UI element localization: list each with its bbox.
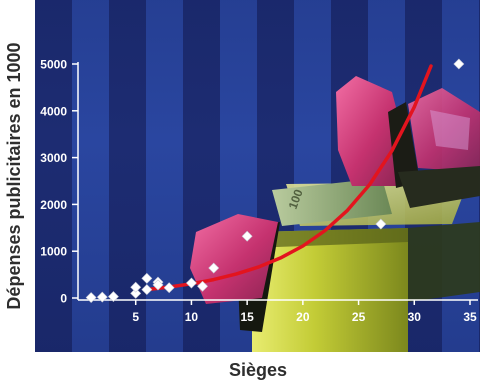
box-inner-shadow [252, 228, 408, 248]
banknote-highlight [430, 110, 470, 150]
x-tick-label: 15 [240, 310, 254, 324]
data-point [130, 287, 142, 299]
data-point [208, 262, 220, 274]
data-point [375, 218, 387, 230]
data-point [96, 291, 108, 303]
box-dark-flap [398, 166, 480, 208]
banknote-shadow [388, 102, 420, 188]
x-axis-title: Sièges [229, 360, 287, 380]
y-tick-label: 3000 [40, 151, 67, 165]
data-point [152, 279, 164, 291]
banknotes-illustration: 100 [190, 76, 480, 304]
data-point [186, 277, 197, 289]
x-tick-label: 5 [132, 310, 139, 324]
data-point [85, 292, 97, 303]
y-tick-label: 0 [60, 292, 67, 306]
y-axis-title: Dépenses publicitaires en 1000 [4, 42, 24, 309]
y-tick-label: 1000 [40, 245, 67, 259]
banknote-green [272, 178, 392, 226]
data-point [141, 284, 153, 296]
x-tick-label: 30 [408, 310, 422, 324]
data-point [130, 281, 142, 293]
y-tick-label: 2000 [40, 198, 67, 212]
data-point [141, 272, 153, 284]
box-side [408, 222, 480, 302]
data-point [453, 58, 465, 70]
data-point [241, 230, 253, 242]
data-point [197, 280, 208, 292]
y-tick-label: 5000 [40, 58, 67, 72]
series-layer [85, 58, 465, 303]
x-tick-label: 25 [352, 310, 366, 324]
box-front [252, 228, 408, 352]
data-point [163, 282, 175, 294]
data-point [108, 291, 119, 303]
x-tick-label: 35 [463, 310, 477, 324]
banknote-label: 100 [286, 187, 306, 211]
ticks: 0 1000 2000 3000 4000 5000 5 10 15 20 25 30 35 [40, 58, 477, 325]
x-tick-label: 20 [296, 310, 310, 324]
x-tick-label: 10 [185, 310, 199, 324]
y-tick-label: 4000 [40, 104, 67, 118]
